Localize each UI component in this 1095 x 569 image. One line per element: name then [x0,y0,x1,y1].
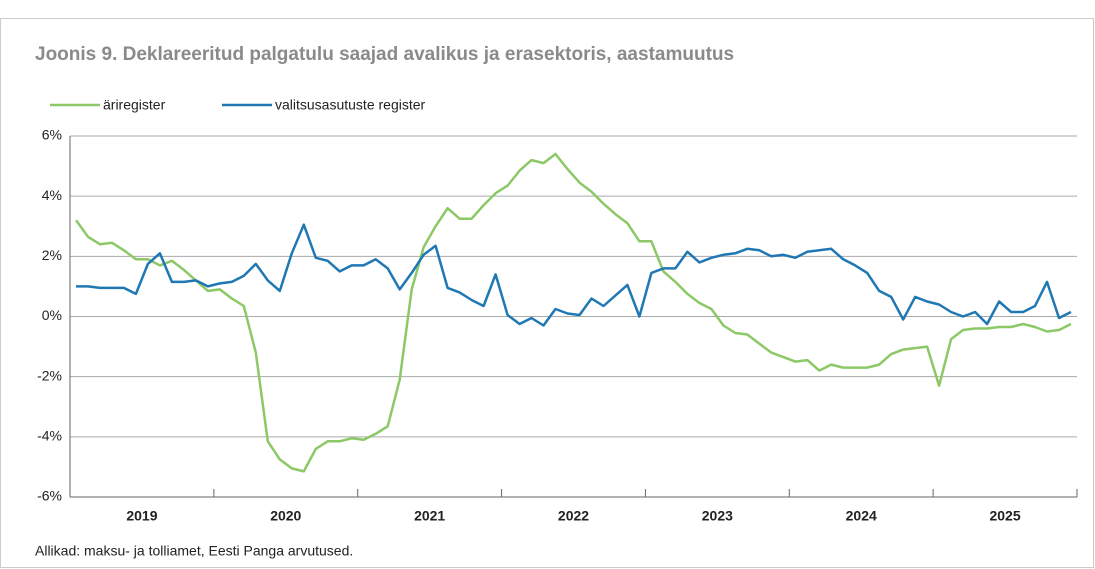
y-tick-label: 6% [42,127,62,143]
x-tick-label: 2024 [846,508,877,524]
legend-label: valitsusasutuste register [275,97,426,113]
x-tick-label: 2020 [270,508,301,524]
x-tick-label: 2019 [126,508,157,524]
chart-title: Joonis 9. Deklareeritud palgatulu saajad… [35,44,734,65]
y-tick-label: 0% [42,307,62,323]
x-tick-label: 2022 [558,508,589,524]
x-tick-label: 2021 [414,508,445,524]
y-tick-label: 4% [42,187,62,203]
y-tick-label: -6% [37,488,62,504]
y-tick-label: -4% [37,428,62,444]
x-tick-label: 2023 [702,508,733,524]
series-line [76,223,1072,327]
source: Allikad: maksu- ja tolliamet, Eesti Pang… [35,543,353,559]
y-tick-label: 2% [42,247,62,263]
y-tick-label: -2% [37,367,62,383]
legend-label: äriregister [103,97,166,113]
x-tick-label: 2025 [989,508,1020,524]
series-line [74,152,1072,473]
frame [0,18,1094,568]
